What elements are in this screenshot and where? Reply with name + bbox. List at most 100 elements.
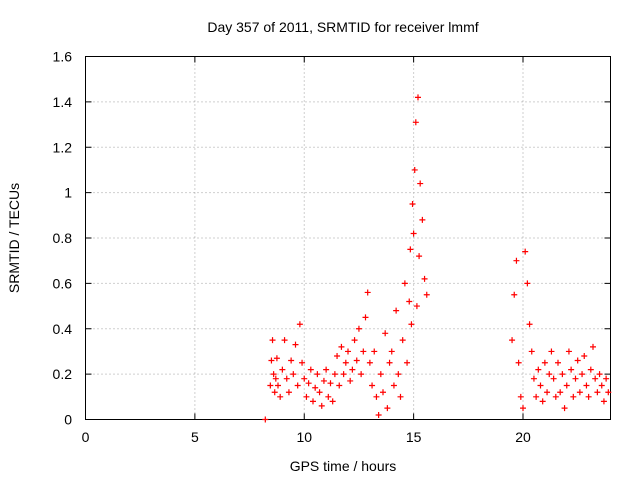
data-point xyxy=(373,393,380,400)
data-point xyxy=(423,291,430,298)
y-tick-label: 1.2 xyxy=(53,139,73,155)
data-point xyxy=(262,416,269,423)
data-point xyxy=(340,371,347,378)
plot-frame xyxy=(85,56,611,420)
data-point xyxy=(570,393,577,400)
data-point xyxy=(535,366,542,373)
data-point xyxy=(296,321,303,328)
data-point xyxy=(312,384,319,391)
data-point xyxy=(574,357,581,364)
data-point xyxy=(290,371,297,378)
grid-lines xyxy=(85,56,611,420)
data-point xyxy=(552,393,559,400)
data-point xyxy=(325,393,332,400)
data-point xyxy=(384,405,391,412)
data-point xyxy=(279,366,286,373)
data-point xyxy=(397,393,404,400)
y-tick-label: 1.4 xyxy=(53,94,73,110)
data-point xyxy=(380,389,386,396)
data-point xyxy=(399,337,406,344)
data-point xyxy=(360,348,367,355)
data-point xyxy=(559,371,566,378)
y-tick-labels: 0 0.2 0.4 0.6 0.8 1 1.2 1.4 1.6 xyxy=(53,49,73,428)
data-point xyxy=(288,357,295,364)
data-point xyxy=(541,359,548,366)
data-point xyxy=(320,377,327,384)
data-point xyxy=(404,359,411,366)
data-point xyxy=(318,402,325,409)
data-point xyxy=(375,411,382,418)
x-tick-label: 15 xyxy=(406,429,422,445)
data-point xyxy=(526,321,533,328)
data-point xyxy=(273,355,280,362)
data-point xyxy=(268,357,275,364)
data-point xyxy=(413,303,420,310)
data-point xyxy=(382,330,389,337)
data-point xyxy=(410,230,417,237)
data-point xyxy=(600,398,607,405)
data-point xyxy=(275,382,281,389)
data-point xyxy=(294,382,301,389)
data-point xyxy=(395,371,402,378)
data-point xyxy=(307,366,314,373)
data-point xyxy=(509,337,516,344)
data-point xyxy=(345,348,351,355)
data-point xyxy=(517,393,524,400)
data-point xyxy=(353,357,360,364)
data-point xyxy=(267,382,274,389)
data-point xyxy=(572,375,579,382)
data-point xyxy=(409,200,416,207)
data-point xyxy=(412,119,419,126)
data-point xyxy=(587,366,594,373)
data-point xyxy=(401,280,408,287)
data-point xyxy=(596,371,603,378)
data-point xyxy=(283,375,290,382)
data-point xyxy=(388,348,395,355)
data-point xyxy=(303,393,310,400)
data-point xyxy=(555,359,561,366)
data-point xyxy=(314,371,321,378)
data-point xyxy=(524,280,531,287)
x-tick-label: 10 xyxy=(296,429,312,445)
data-point xyxy=(416,253,423,260)
data-point xyxy=(592,375,599,382)
data-point xyxy=(362,314,369,321)
data-point xyxy=(371,348,378,355)
data-point xyxy=(411,166,418,173)
x-tick-label: 20 xyxy=(515,429,531,445)
data-point xyxy=(546,371,553,378)
data-point xyxy=(520,405,526,412)
data-point xyxy=(598,382,605,389)
data-point xyxy=(406,298,413,305)
data-point xyxy=(347,377,354,384)
data-point xyxy=(421,275,428,282)
x-tick-label: 5 xyxy=(191,429,199,445)
y-tick-label: 1 xyxy=(64,185,72,201)
data-point xyxy=(415,94,421,101)
data-point xyxy=(585,393,592,400)
data-point xyxy=(366,359,373,366)
data-point xyxy=(515,359,522,366)
data-point xyxy=(511,291,518,298)
data-point xyxy=(272,375,279,382)
data-point xyxy=(338,343,345,350)
y-tick-label: 0.2 xyxy=(53,366,73,382)
y-tick-label: 1.6 xyxy=(53,49,73,65)
y-tick-label: 0.4 xyxy=(53,321,73,337)
data-point xyxy=(408,321,415,328)
data-point xyxy=(327,380,334,387)
data-point xyxy=(393,307,400,314)
data-point xyxy=(605,389,612,396)
x-axis-title: GPS time / hours xyxy=(290,458,397,474)
data-point xyxy=(269,337,276,344)
data-point xyxy=(544,389,551,396)
data-point xyxy=(277,393,284,400)
x-tick-label: 0 xyxy=(82,429,90,445)
data-point xyxy=(563,382,570,389)
data-point xyxy=(528,348,535,355)
data-point xyxy=(417,180,424,187)
data-point xyxy=(369,382,376,389)
data-point xyxy=(537,382,544,389)
data-point xyxy=(310,398,316,405)
